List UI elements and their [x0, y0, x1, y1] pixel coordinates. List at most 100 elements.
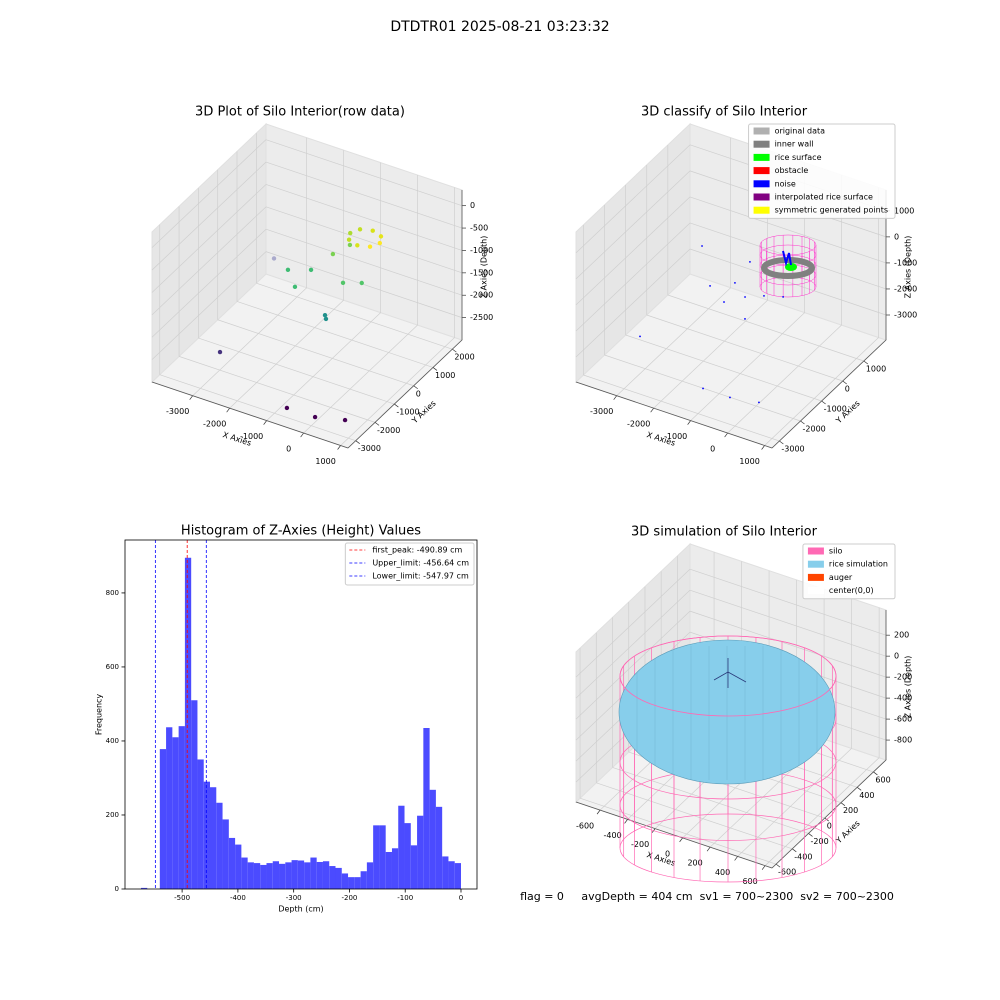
tick-mark	[808, 833, 813, 837]
tick-mark	[189, 395, 193, 400]
bar	[341, 873, 349, 889]
z-tick-label: -200	[894, 673, 912, 682]
bar	[285, 862, 292, 889]
legend-label: center(0,0)	[829, 586, 874, 595]
noise-cluster	[782, 250, 792, 267]
data-point	[342, 417, 348, 423]
grid-line	[265, 184, 463, 251]
bar	[417, 815, 424, 889]
bar	[435, 806, 443, 889]
y-tick-label: 400	[106, 737, 119, 745]
data-point	[357, 227, 363, 232]
z-tick-label: 1000	[894, 206, 914, 215]
z-tick-label: -3000	[894, 311, 917, 320]
tick-mark	[300, 432, 304, 438]
grid-line	[151, 206, 267, 316]
plots: -3000-2000-100001000-3000-2000-100001000…	[95, 105, 918, 914]
x-tick-label: -300	[286, 894, 302, 902]
y-tick-label: -3000	[781, 445, 804, 454]
x-tick-label: -400	[604, 831, 622, 840]
grid-line	[151, 184, 267, 293]
y-tick-label: 600	[875, 775, 890, 784]
data-point	[723, 301, 725, 303]
grid-line	[256, 282, 453, 350]
bar	[159, 749, 167, 889]
tick-mark	[775, 863, 781, 868]
tick-mark	[856, 787, 862, 791]
data-point	[271, 256, 277, 261]
legend-label: original data	[775, 127, 826, 136]
y-tick-label: 600	[106, 663, 119, 671]
x-tick-label: 0	[459, 894, 463, 902]
data-point	[367, 244, 373, 249]
grid-line	[689, 196, 887, 264]
data-point	[359, 280, 364, 286]
data-point	[377, 240, 383, 246]
tick-mark	[337, 445, 341, 450]
legend-swatch	[807, 587, 824, 595]
y-tick-label: 0	[115, 885, 119, 893]
bar	[304, 862, 311, 889]
grid-line	[625, 334, 822, 402]
grid-line	[217, 319, 414, 387]
tick-mark	[706, 846, 711, 852]
data-point	[355, 243, 360, 248]
y-axis-label: Frequency	[95, 694, 104, 736]
bar	[410, 845, 418, 889]
grid-line	[265, 139, 463, 207]
bar	[322, 861, 330, 889]
bar	[335, 867, 342, 889]
grid-line	[340, 337, 455, 446]
bar	[203, 781, 211, 889]
bar	[197, 759, 204, 889]
z-tick-label: -1500	[470, 268, 493, 277]
legend-swatch	[753, 180, 770, 188]
tick-mark	[226, 407, 230, 413]
bar	[297, 860, 305, 889]
data-point	[729, 396, 731, 399]
bar	[398, 805, 405, 889]
data-point	[323, 316, 329, 322]
grid-line	[151, 228, 267, 338]
axis-line	[151, 381, 349, 449]
grid-line	[579, 797, 777, 865]
x-tick-label: -1000	[664, 432, 687, 441]
tick-mark	[650, 407, 654, 413]
legend-swatch	[807, 560, 824, 568]
z-tick-label: -800	[894, 736, 912, 745]
tick-mark	[452, 348, 457, 353]
legend-swatch	[753, 140, 770, 148]
bar	[216, 802, 223, 889]
data-point	[285, 267, 291, 273]
grid-line	[616, 287, 731, 396]
legend-swatch	[753, 193, 770, 201]
legend: silo rice simulation auger center(0,0)	[802, 543, 896, 600]
x-tick-label: -500	[174, 894, 190, 902]
axis-line	[771, 759, 887, 869]
grid-line	[575, 196, 691, 306]
bar	[253, 863, 261, 889]
bar	[241, 857, 248, 889]
z-tick-label: -1000	[470, 246, 493, 255]
x-tick-label: -600	[576, 822, 594, 831]
bar	[448, 861, 455, 889]
subplot: -500 -400 -300 -200 -100 0 0 200 400 600 800 Histog…	[95, 524, 478, 914]
y-tick-label: 1000	[866, 365, 886, 374]
subplot-title: 3D classify of Silo Interior	[641, 105, 808, 120]
grid-line	[764, 757, 880, 866]
tick-mark	[840, 802, 846, 806]
figure-title: DTDTR01 2025-08-21 03:23:32	[390, 19, 609, 35]
grid-line	[266, 312, 381, 421]
y-tick-label: 800	[106, 589, 119, 597]
grid-line	[265, 161, 463, 229]
z-axis-label: Z Axies (Depth)	[904, 656, 913, 719]
bar	[178, 726, 185, 889]
x-tick-label: -3000	[166, 407, 189, 416]
x-tick-label: 400	[715, 868, 730, 877]
inner-wall	[761, 257, 815, 279]
legend-swatch	[753, 167, 770, 175]
grid-line	[159, 374, 356, 442]
grid-line	[575, 589, 691, 699]
bar	[404, 823, 411, 889]
axes-frame	[124, 539, 478, 890]
